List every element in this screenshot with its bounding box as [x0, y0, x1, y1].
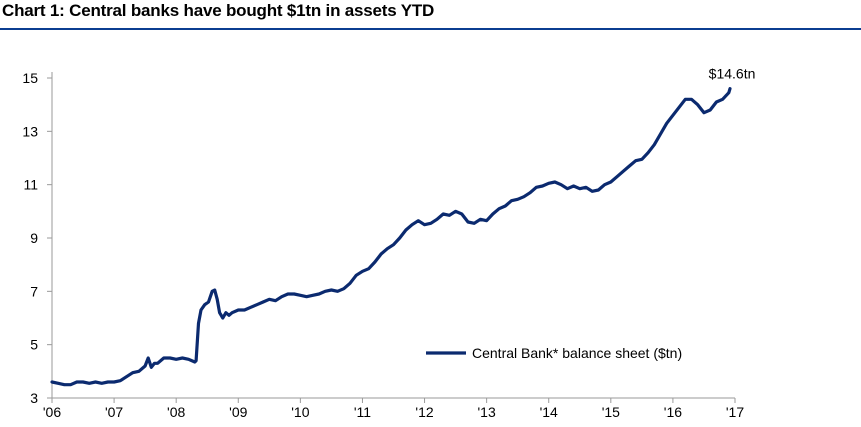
y-tick-label: 11 [23, 177, 38, 193]
x-tick-label: '10 [291, 404, 309, 420]
annotations: $14.6tn [709, 66, 756, 82]
x-tick-label: '13 [478, 404, 496, 420]
x-tick-label: '07 [105, 404, 123, 420]
legend-label: Central Bank* balance sheet ($tn) [472, 345, 682, 361]
end-value-label: $14.6tn [709, 66, 756, 82]
x-tick-label: '14 [540, 404, 558, 420]
x-tick-label: '08 [167, 404, 185, 420]
legend: Central Bank* balance sheet ($tn) [426, 345, 682, 361]
chart-title: Chart 1: Central banks have bought $1tn … [2, 1, 435, 20]
x-axis-ticks: '06 '07 '08 '09 '10 '11 '12 '13 '14 '15 '16 '17 [43, 398, 744, 420]
x-tick-label: '09 [229, 404, 247, 420]
y-tick-label: 13 [22, 123, 38, 139]
title-rule [0, 28, 861, 30]
x-tick-label: '16 [664, 404, 682, 420]
x-tick-label: '11 [354, 404, 371, 420]
y-axis-ticks: 3 5 7 9 11 13 15 [22, 70, 52, 406]
y-tick-label: 7 [30, 283, 38, 299]
series-line-0 [50, 87, 732, 387]
x-tick-label: '06 [43, 404, 61, 420]
x-tick-label: '15 [602, 404, 620, 420]
y-tick-label: 3 [30, 390, 38, 406]
chart-axes [51, 72, 735, 399]
series-layer [50, 87, 732, 387]
y-tick-label: 9 [30, 230, 38, 246]
y-tick-label: 5 [30, 337, 38, 353]
x-tick-label: '12 [415, 404, 433, 420]
y-tick-label: 15 [22, 70, 38, 86]
x-tick-label: '17 [726, 404, 744, 420]
